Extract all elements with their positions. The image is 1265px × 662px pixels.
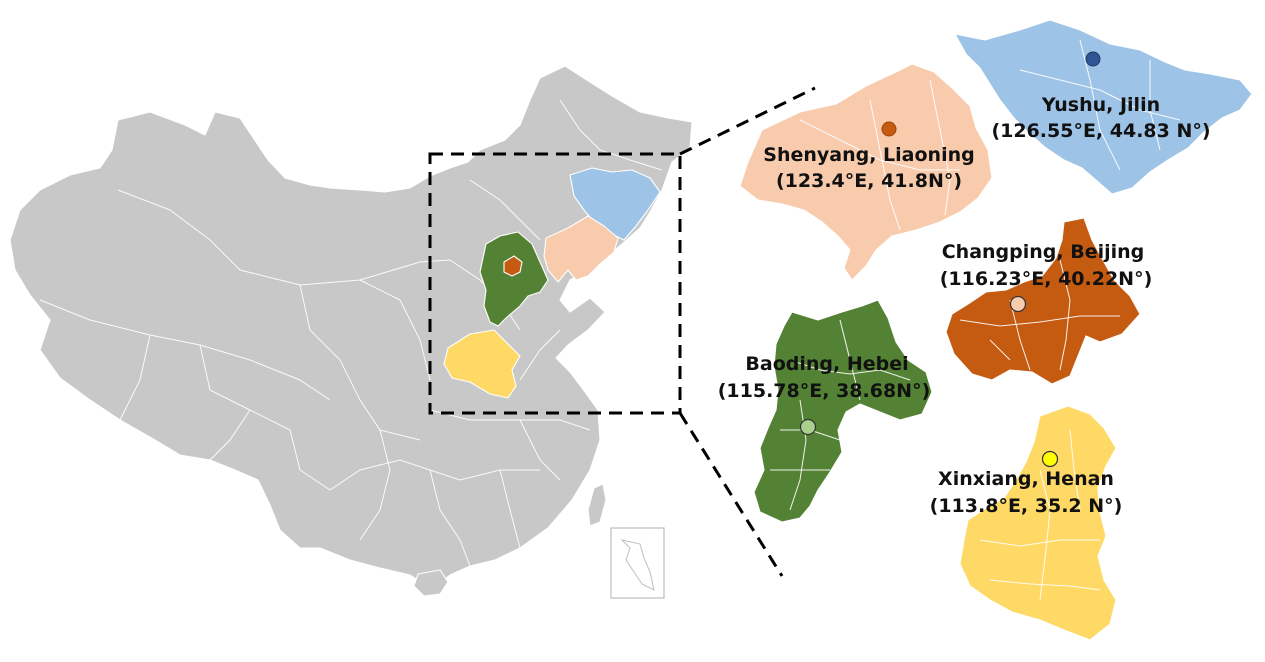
inset-islands bbox=[620, 539, 655, 591]
site-name-changping: Changping, Beijing bbox=[942, 241, 1145, 263]
hebei-enlarged bbox=[753, 299, 933, 523]
site-coords-yushu: (126.55°E, 44.83 N°) bbox=[991, 120, 1210, 142]
hebei-main bbox=[479, 231, 549, 327]
china-map bbox=[9, 65, 693, 599]
liaoning-main bbox=[543, 215, 619, 283]
zoom-line-top bbox=[679, 86, 816, 156]
site-marker-baoding bbox=[799, 418, 817, 436]
site-marker-shenyang bbox=[881, 121, 897, 137]
henan-enlarged bbox=[959, 405, 1117, 641]
jilin-enlarged bbox=[954, 19, 1253, 195]
province-borders bbox=[39, 99, 663, 567]
liaoning-enlarged bbox=[739, 63, 993, 281]
hainan-island bbox=[413, 569, 449, 597]
south-china-sea-inset bbox=[610, 527, 665, 599]
jilin-main bbox=[569, 167, 661, 241]
site-coords-shenyang: (123.4°E, 41.8N°) bbox=[776, 170, 962, 192]
site-name-baoding: Baoding, Hebei bbox=[745, 353, 908, 375]
beijing-enlarged bbox=[945, 217, 1141, 385]
zoom-box bbox=[428, 152, 682, 415]
site-labels: Yushu, Jilin (126.55°E, 44.83 N°) Shenya… bbox=[718, 94, 1211, 517]
zoom-line-bottom bbox=[678, 412, 784, 577]
site-coords-baoding: (115.78°E, 38.68N°) bbox=[718, 380, 931, 402]
site-name-yushu: Yushu, Jilin bbox=[1041, 94, 1160, 116]
site-marker-changping bbox=[1009, 295, 1027, 313]
site-marker-yushu bbox=[1085, 51, 1101, 67]
henan-main bbox=[443, 329, 521, 399]
site-coords-xinxiang: (113.8°E, 35.2 N°) bbox=[930, 495, 1123, 517]
site-name-xinxiang: Xinxiang, Henan bbox=[938, 468, 1114, 490]
site-marker-xinxiang bbox=[1041, 450, 1059, 468]
beijing-main bbox=[503, 255, 523, 277]
site-markers bbox=[799, 51, 1101, 468]
zoom-indicator bbox=[428, 86, 816, 577]
site-name-shenyang: Shenyang, Liaoning bbox=[763, 144, 974, 166]
taiwan-island bbox=[587, 483, 607, 527]
site-coords-changping: (116.23°E, 40.22N°) bbox=[940, 268, 1153, 290]
